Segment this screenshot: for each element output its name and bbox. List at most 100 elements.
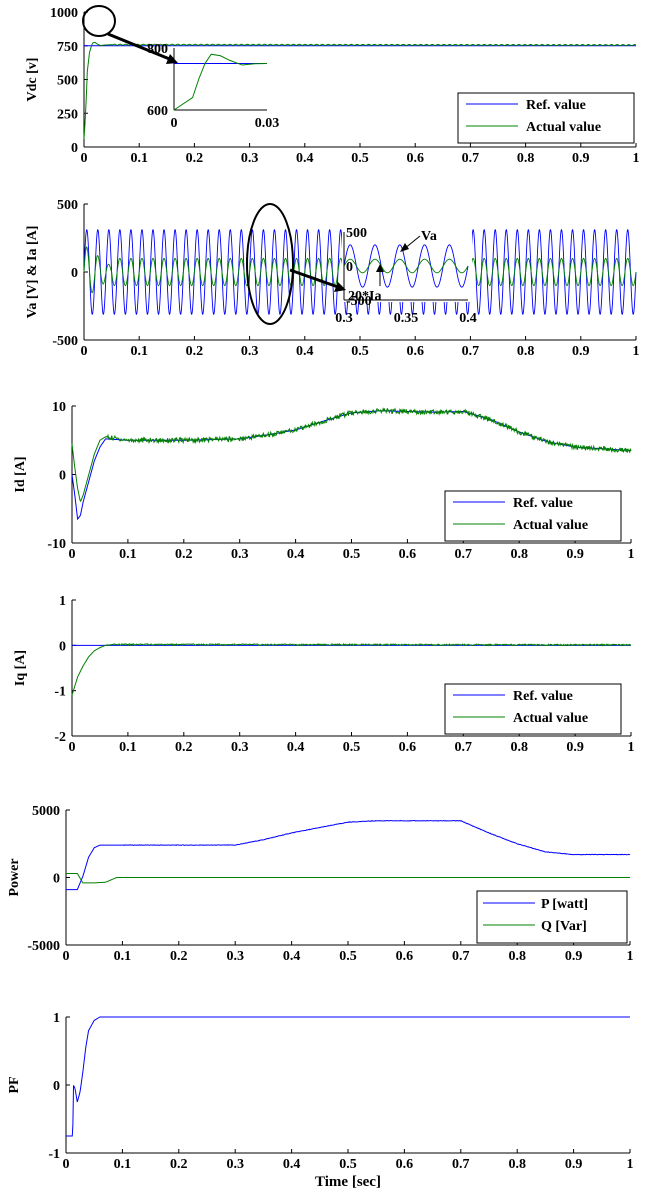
x-tick-label: 0.9	[565, 949, 583, 964]
x-tick-label: 0.5	[343, 740, 361, 755]
y-axis-label: Va [V] & Ia [A]	[25, 226, 40, 319]
legend-box	[444, 683, 622, 735]
y-tick-label: 1	[59, 594, 66, 609]
x-tick-label: 0.7	[462, 151, 480, 166]
x-tick-label: 0.3	[241, 344, 259, 359]
series-p-watt	[66, 819, 631, 891]
zoom-ellipse	[246, 203, 294, 325]
legend-entry: Ref. value	[513, 496, 573, 511]
x-tick-label: 0.7	[452, 949, 470, 964]
zoom-arrowhead	[166, 54, 178, 64]
x-tick-label: 0.2	[175, 547, 193, 562]
y-tick-label: 1000	[50, 6, 78, 21]
x-tick-label: 0	[81, 151, 88, 166]
chart-2: 0 0.1 0.2 0.3 0.4 0.5 0.6 0.7 0.8 0.9 1-5000500Va …	[25, 198, 640, 359]
inset-x-tick-label: 0.35	[394, 311, 419, 326]
x-tick-label: 0	[69, 740, 76, 755]
annotation-20ia: 20*Ia	[348, 289, 381, 304]
inset-va-ia: 0.3 0.35 0.4 -500 0 500 Va 20*Ia	[335, 224, 477, 326]
inset-y-tick-label: -500	[346, 294, 372, 309]
legend-entry: Actual value	[513, 518, 588, 533]
y-tick-label: 0	[59, 469, 66, 484]
x-tick-label: 0.5	[343, 547, 361, 562]
x-tick-label: 0.1	[119, 547, 137, 562]
y-tick-label: 250	[57, 107, 78, 122]
x-tick-label: 0	[63, 949, 70, 964]
x-tick-label: 0.8	[517, 151, 535, 166]
legend-box	[457, 92, 635, 144]
x-tick-label: 0.6	[406, 151, 424, 166]
x-tick-label: 0.3	[241, 151, 259, 166]
x-tick-label: 0.9	[572, 151, 590, 166]
inset-ia-line	[343, 258, 469, 274]
x-tick-label: 0.4	[287, 740, 305, 755]
x-tick-label: 0.7	[462, 344, 480, 359]
series-actual-value	[71, 642, 632, 696]
x-tick-label: 0.5	[351, 344, 369, 359]
chart-5: 0 0.1 0.2 0.3 0.4 0.5 0.6 0.7 0.8 0.9 1-500005000P…	[7, 804, 634, 964]
y-tick-label: -500	[52, 334, 78, 349]
series-q-var	[66, 872, 630, 884]
x-tick-label: 0.6	[406, 344, 424, 359]
y-axis-label: Power	[7, 858, 22, 896]
x-tick-label: 0.1	[114, 949, 132, 964]
x-tick-label: 0.6	[399, 740, 417, 755]
x-tick-label: 0.5	[351, 151, 369, 166]
y-axis-label: Vdc [v]	[25, 58, 40, 102]
x-tick-label: 1	[633, 151, 640, 166]
x-tick-label: 0.1	[130, 151, 148, 166]
x-tick-label: 0.8	[508, 949, 526, 964]
y-tick-label: 750	[57, 40, 78, 55]
x-tick-label: 0.4	[283, 949, 301, 964]
zoom-arrow	[107, 32, 173, 62]
inset-y-tick-label: 500	[346, 226, 367, 241]
x-tick-label: 0.9	[566, 547, 584, 562]
zoom-ellipse	[82, 5, 116, 37]
y-tick-label: -5000	[27, 939, 60, 954]
x-tick-label: 0.4	[296, 344, 314, 359]
y-tick-label: 5000	[32, 804, 60, 819]
x-tick-label: 0.1	[130, 344, 148, 359]
x-tick-label: 0.3	[231, 740, 249, 755]
x-tick-label: 0.2	[170, 949, 188, 964]
x-tick-label: 0.8	[510, 740, 528, 755]
y-axis-label: Id [A]	[13, 456, 28, 492]
legend-box	[444, 490, 622, 542]
y-tick-label: 0	[53, 1079, 60, 1094]
series-actual-value	[83, 41, 637, 139]
x-tick-label: 0	[63, 1157, 70, 1172]
x-tick-label: 0.9	[572, 344, 590, 359]
x-tick-label: 1	[628, 547, 635, 562]
y-tick-label: -1	[54, 685, 66, 700]
y-tick-label: -10	[47, 537, 66, 552]
x-tick-label: 0	[69, 547, 76, 562]
zoom-arrow	[289, 268, 339, 289]
x-tick-label: 1	[628, 740, 635, 755]
x-tick-label: 0.6	[396, 1157, 414, 1172]
inset-x-tick-label: 0.3	[335, 311, 353, 326]
x-tick-label: 0.7	[452, 1157, 470, 1172]
chart-4: 0 0.1 0.2 0.3 0.4 0.5 0.6 0.7 0.8 0.9 1 -2 -1 0 1 Iq [A…	[13, 594, 635, 755]
y-tick-label: 0	[59, 639, 66, 654]
x-tick-label: 0.6	[399, 547, 417, 562]
legend-entry: Actual value	[526, 120, 601, 135]
x-tick-label: 0.3	[226, 949, 244, 964]
x-tick-label: 0.3	[226, 1157, 244, 1172]
inset-x-tick-label: 0.03	[255, 116, 280, 131]
x-tick-label: 0.5	[339, 949, 357, 964]
inset-actual-line	[173, 53, 268, 111]
annotation-va: Va	[421, 229, 437, 244]
legend-entry: Actual value	[513, 711, 588, 726]
chart-6: 0 0.1 0.2 0.3 0.4 0.5 0.6 0.7 0.8 0.9 1-101PFTime …	[7, 1011, 634, 1190]
inset-background	[342, 224, 472, 302]
x-tick-label: 0.2	[170, 1157, 188, 1172]
x-tick-label: 1	[627, 1157, 634, 1172]
y-tick-label: 0	[71, 266, 78, 281]
inset-x-tick-label: 0.4	[459, 311, 477, 326]
x-tick-label: 0.4	[283, 1157, 301, 1172]
y-tick-label: 500	[57, 198, 78, 213]
y-axis-label: Iq [A]	[13, 650, 28, 686]
